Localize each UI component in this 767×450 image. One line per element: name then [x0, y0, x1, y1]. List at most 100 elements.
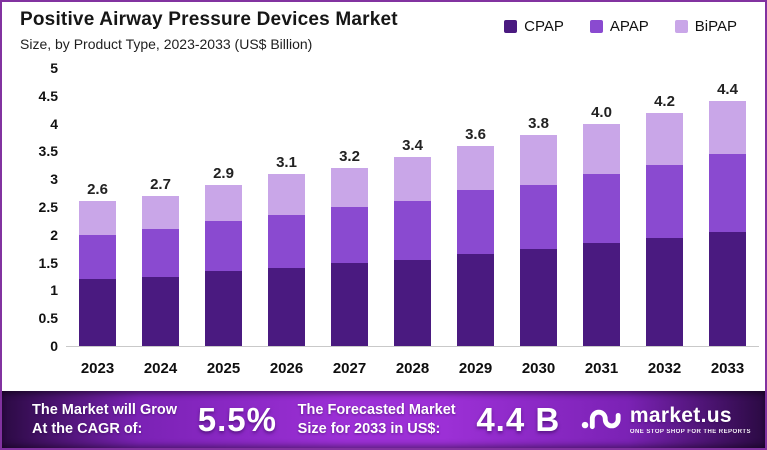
bar-group-2032: 4.2 2032	[633, 68, 696, 377]
chart-subtitle: Size, by Product Type, 2023-2033 (US$ Bi…	[20, 36, 313, 52]
bar-segment-cpap-2032	[646, 237, 683, 346]
bar-segment-apap-2029	[457, 190, 494, 255]
bar-total-label-2031: 4.0	[591, 103, 612, 121]
x-label-2030: 2030	[521, 360, 556, 377]
stacked-bar-chart: 5 4.5 4 3.5 3 2.5 2 1.5 1 0.5 0 2.6 2023 2.7 2024 2.9 2…	[32, 60, 759, 377]
forecast-line1: The Forecasted Market	[297, 402, 456, 419]
bar-total-label-2024: 2.7	[150, 175, 171, 193]
legend-swatch-apap	[589, 20, 603, 33]
bar-group-2029: 3.6 2029	[444, 68, 507, 377]
x-label-2025: 2025	[206, 360, 241, 377]
cagr-line1: The Market will Grow	[32, 402, 178, 419]
x-label-2026: 2026	[269, 360, 304, 377]
cagr-line2: At the CAGR of:	[32, 420, 143, 437]
x-label-2028: 2028	[395, 360, 430, 377]
y-tick-2.5: 2.5	[38, 199, 58, 215]
y-axis: 5 4.5 4 3.5 3 2.5 2 1.5 1 0.5 0	[32, 60, 60, 354]
bar-segment-bipap-2025	[205, 184, 242, 221]
x-label-2024: 2024	[143, 360, 178, 377]
bar-segment-cpap-2023	[79, 279, 116, 346]
bar-total-label-2026: 3.1	[276, 153, 297, 171]
x-label-2031: 2031	[584, 360, 619, 377]
y-tick-3.5: 3.5	[38, 143, 58, 160]
bar-group-2027: 3.2 2027	[318, 68, 381, 377]
bar-segment-cpap-2025	[205, 270, 242, 346]
plot-area: 2.6 2023 2.7 2024 2.9 2025 3.1 2026 3.2 2027 3.4 20…	[66, 68, 759, 377]
bar-segment-bipap-2032	[646, 112, 683, 166]
legend-label: CPAP	[524, 18, 564, 35]
x-label-2023: 2023	[80, 360, 115, 377]
y-tick-4.5: 4.5	[38, 87, 58, 104]
header: Positive Airway Pressure Devices Market …	[20, 9, 398, 52]
legend-item-apap: APAP	[589, 18, 649, 35]
cagr-value: 5.5%	[197, 400, 277, 438]
y-tick-0: 0	[50, 338, 58, 354]
bar-segment-apap-2026	[268, 215, 305, 269]
bar-segment-apap-2023	[79, 234, 116, 280]
legend: CPAP APAP BiPAP	[504, 18, 737, 35]
bar-segment-cpap-2030	[520, 248, 557, 346]
legend-item-bipap: BiPAP	[674, 18, 737, 35]
bar-group-2031: 4.0 2031	[570, 68, 633, 377]
bar-segment-bipap-2030	[520, 134, 557, 185]
legend-swatch-cpap	[504, 20, 518, 33]
bar-segment-apap-2025	[205, 220, 242, 271]
marketus-logo: market.us ONE STOP SHOP FOR THE REPORTS	[581, 403, 751, 436]
legend-swatch-bipap	[674, 20, 688, 33]
bar-group-2025: 2.9 2025	[192, 68, 255, 377]
bar-segment-cpap-2024	[142, 276, 179, 346]
x-label-2032: 2032	[647, 360, 682, 377]
bar-segment-bipap-2029	[457, 145, 494, 191]
bar-segment-cpap-2029	[457, 254, 494, 346]
bar-segment-bipap-2026	[268, 173, 305, 216]
bar-segment-bipap-2033	[709, 101, 746, 155]
y-tick-3: 3	[50, 171, 58, 188]
bar-group-2026: 3.1 2026	[255, 68, 318, 377]
bar-total-label-2025: 2.9	[213, 164, 234, 182]
bar-segment-cpap-2027	[331, 262, 368, 346]
bar-segment-apap-2032	[646, 165, 683, 238]
bar-segment-cpap-2031	[583, 243, 620, 346]
bar-group-2028: 3.4 2028	[381, 68, 444, 377]
bar-segment-cpap-2026	[268, 268, 305, 346]
forecast-value: 4.4 B	[476, 400, 561, 438]
x-label-2029: 2029	[458, 360, 493, 377]
legend-label: APAP	[609, 18, 649, 35]
bar-group-2033: 4.4 2033	[696, 68, 759, 377]
bar-segment-apap-2027	[331, 207, 368, 263]
y-tick-0.5: 0.5	[38, 310, 58, 327]
marketus-wave-icon	[581, 403, 623, 436]
cagr-text: The Market will Grow At the CAGR of:	[32, 401, 177, 437]
banner: The Market will Grow At the CAGR of: 5.5…	[2, 391, 765, 448]
bar-total-label-2033: 4.4	[717, 81, 738, 99]
y-tick-1.5: 1.5	[38, 254, 58, 271]
bar-total-label-2029: 3.6	[465, 125, 486, 143]
forecast-text: The Forecasted Market Size for 2033 in U…	[298, 401, 456, 437]
bar-group-2030: 3.8 2030	[507, 68, 570, 377]
bar-group-2024: 2.7 2024	[129, 68, 192, 377]
bar-total-label-2028: 3.4	[402, 136, 423, 154]
forecast-line2: Size for 2033 in US$:	[297, 420, 441, 437]
bar-segment-cpap-2028	[394, 259, 431, 346]
bar-segment-cpap-2033	[709, 232, 746, 346]
logo-name: market.us	[629, 403, 732, 427]
x-label-2027: 2027	[332, 360, 367, 377]
y-tick-5: 5	[50, 60, 58, 76]
bar-group-2023: 2.6 2023	[66, 68, 129, 377]
bar-segment-bipap-2024	[142, 195, 179, 230]
bar-segment-apap-2024	[142, 229, 179, 277]
bar-segment-apap-2028	[394, 201, 431, 260]
page-title: Positive Airway Pressure Devices Market	[20, 9, 398, 30]
legend-item-cpap: CPAP	[504, 18, 564, 35]
y-tick-1: 1	[50, 282, 58, 299]
legend-label: BiPAP	[694, 18, 737, 35]
logo-tagline: ONE STOP SHOP FOR THE REPORTS	[629, 428, 751, 435]
y-tick-2: 2	[50, 226, 58, 243]
bar-segment-bipap-2028	[394, 156, 431, 202]
x-label-2033: 2033	[710, 360, 745, 377]
bar-segment-apap-2030	[520, 184, 557, 249]
y-tick-4: 4	[50, 115, 58, 132]
bar-total-label-2023: 2.6	[87, 181, 108, 199]
bar-segment-bipap-2023	[79, 201, 116, 235]
